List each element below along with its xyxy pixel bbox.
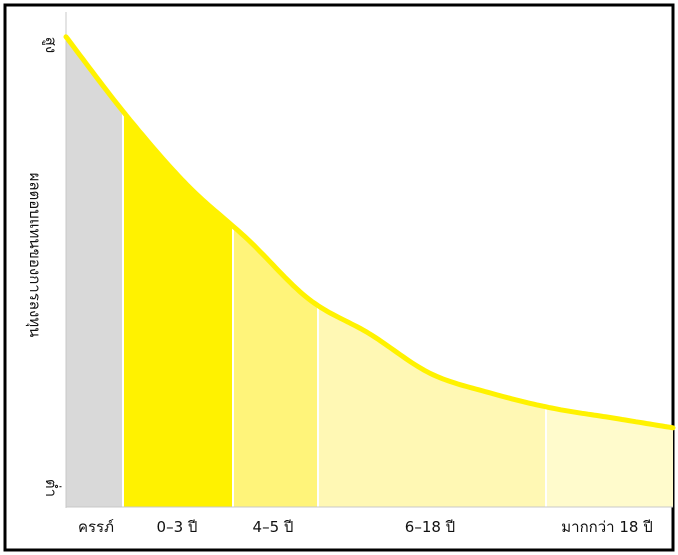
- y-axis-label: ผลตอบแทนของการลงทุน: [25, 173, 44, 338]
- segment-dividers: [122, 111, 547, 507]
- segment-area-3: [233, 226, 318, 507]
- x-tick-labels: ครรภ์ 0–3 ปี 4–5 ปี 6–18 ปี มากกว่า 18 ปี: [78, 518, 653, 536]
- x-tick-label: ครรภ์: [78, 518, 114, 536]
- segment-area-5: [546, 406, 673, 507]
- segment-area-4: [318, 305, 546, 507]
- return-curve: [63, 34, 676, 431]
- x-tick-label: มากกว่า 18 ปี: [561, 518, 652, 536]
- x-tick-label: 4–5 ปี: [253, 518, 294, 536]
- x-tick-label: 6–18 ปี: [405, 518, 455, 536]
- age-segments: [66, 36, 673, 508]
- y-low-label: ต่ำ: [42, 479, 62, 497]
- y-high-label: สูง: [42, 37, 60, 53]
- segment-area-1: [66, 36, 123, 508]
- x-tick-label: 0–3 ปี: [157, 518, 198, 536]
- segment-area-2: [123, 111, 233, 508]
